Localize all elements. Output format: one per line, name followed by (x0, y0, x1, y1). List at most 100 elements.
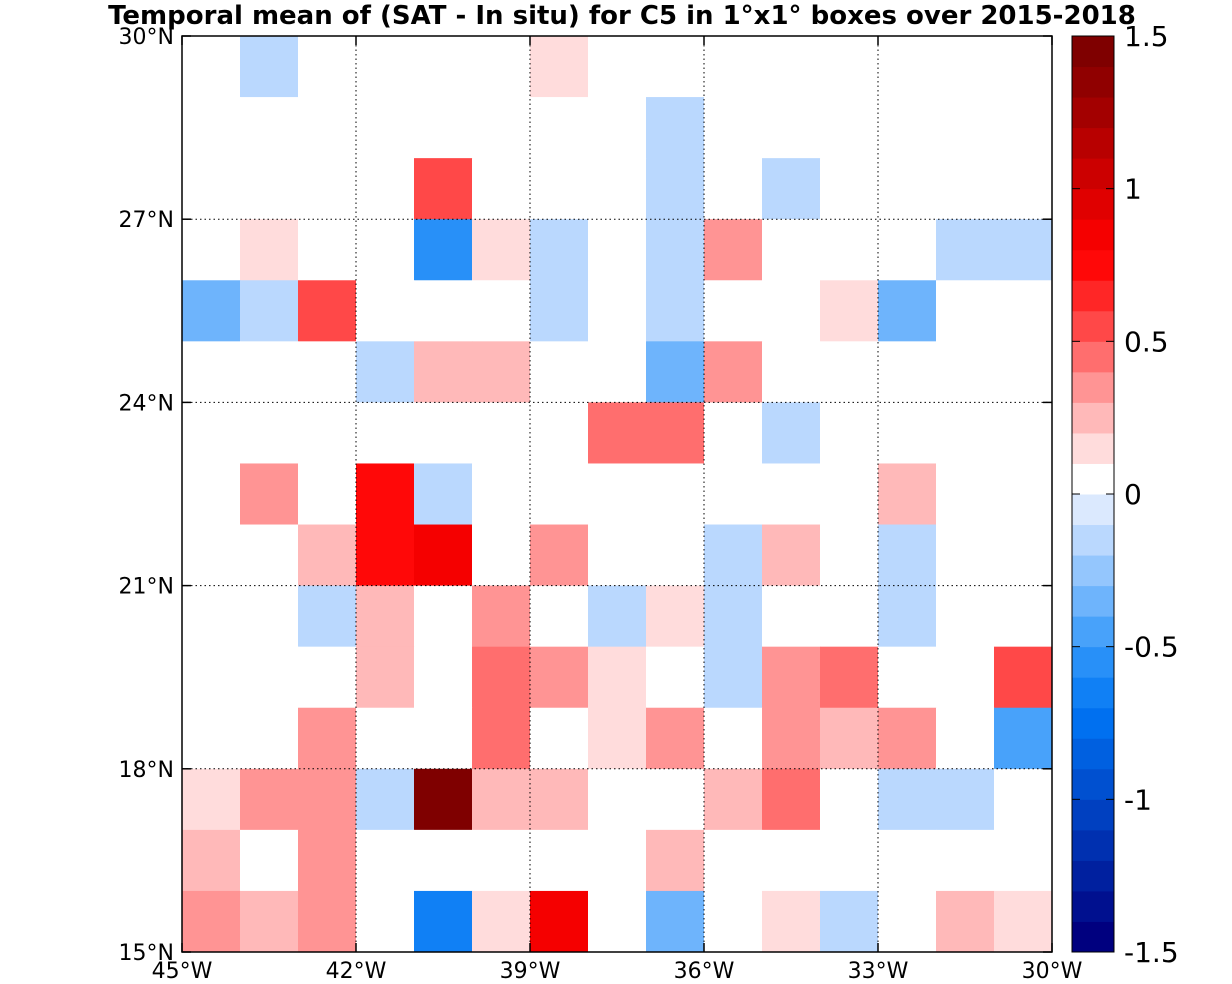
heatmap-cell (646, 36, 705, 98)
heatmap-cell (182, 280, 241, 342)
colorbar-tick-label: 1.5 (1124, 20, 1169, 53)
heatmap-cell (936, 280, 995, 342)
heatmap-cell (762, 97, 821, 159)
heatmap-cell (646, 524, 705, 586)
heatmap-cell (240, 158, 299, 220)
heatmap-cell (356, 890, 415, 953)
heatmap-cell (878, 524, 937, 586)
heatmap-cell (820, 463, 879, 525)
colorbar-tick-label: 0.5 (1124, 325, 1169, 358)
heatmap-cell (762, 768, 821, 831)
y-tick-label: 30°N (119, 25, 174, 50)
y-tick-label: 18°N (119, 758, 174, 783)
heatmap-cell (646, 219, 705, 281)
heatmap-cell (994, 524, 1053, 586)
heatmap-cell (530, 219, 589, 281)
heatmap-cell (936, 158, 995, 220)
heatmap-cell (356, 97, 415, 159)
heatmap-cell (414, 402, 473, 464)
heatmap-cell (356, 36, 415, 98)
colorbar-segment (1072, 555, 1114, 587)
heatmap-cell (762, 280, 821, 342)
colorbar-segment (1072, 768, 1114, 800)
heatmap-cell (704, 36, 763, 98)
heatmap-cell (820, 646, 879, 709)
colorbar-segment (1072, 585, 1114, 617)
heatmap-cell (240, 402, 299, 464)
colorbar-segment (1072, 616, 1114, 648)
heatmap-cell (182, 402, 241, 464)
heatmap-cell (414, 707, 473, 770)
colorbar-segment (1072, 280, 1114, 312)
heatmap-cell (820, 524, 879, 586)
heatmap-cell (298, 402, 357, 464)
heatmap-cell (182, 829, 241, 892)
heatmap-cell (298, 36, 357, 98)
heatmap-cell (414, 768, 473, 831)
heatmap-cell (588, 707, 647, 770)
heatmap-cell (878, 768, 937, 831)
heatmap-cell (414, 463, 473, 525)
heatmap-cell (588, 463, 647, 525)
heatmap-cell (704, 890, 763, 953)
heatmap-cell (936, 768, 995, 831)
heatmap-cell (588, 219, 647, 281)
heatmap-cell (588, 585, 647, 648)
heatmap-cell (298, 524, 357, 586)
x-tick-label: 39°W (500, 959, 561, 984)
heatmap-cell (820, 97, 879, 159)
heatmap-cell (820, 280, 879, 342)
heatmap-cell (298, 158, 357, 220)
heatmap-cell (530, 890, 589, 953)
heatmap-cell (298, 280, 357, 342)
colorbar-segment (1072, 524, 1114, 556)
heatmap-cell (472, 36, 531, 98)
colorbar-segment (1072, 402, 1114, 434)
heatmap-cell (530, 829, 589, 892)
heatmap-cell (414, 219, 473, 281)
heatmap-cell (936, 829, 995, 892)
heatmap-cell (762, 829, 821, 892)
heatmap-cell (646, 341, 705, 403)
heatmap-cell (704, 646, 763, 709)
heatmap-cell (530, 36, 589, 98)
colorbar-segment (1072, 738, 1114, 770)
heatmap-cell (356, 524, 415, 586)
heatmap-cell (588, 524, 647, 586)
heatmap-cell (820, 585, 879, 648)
heatmap-cell (820, 158, 879, 220)
heatmap-cell (356, 768, 415, 831)
heatmap-cell (356, 219, 415, 281)
chart-title: Temporal mean of (SAT - In situ) for C5 … (108, 1, 1136, 31)
heatmap-cell (820, 890, 879, 953)
colorbar-segment (1072, 921, 1114, 953)
heatmap-cell (182, 219, 241, 281)
heatmap-cell (530, 524, 589, 586)
heatmap-cell (994, 585, 1053, 648)
heatmap-cell (356, 463, 415, 525)
heatmap-cell (530, 768, 589, 831)
heatmap-cell (298, 829, 357, 892)
heatmap-cell (588, 341, 647, 403)
heatmap-cell (762, 707, 821, 770)
heatmap-cell (762, 890, 821, 953)
heatmap-cell (704, 158, 763, 220)
heatmap-cell (414, 36, 473, 98)
heatmap-cell (240, 280, 299, 342)
colorbar-segment (1072, 371, 1114, 403)
heatmap-cell (646, 585, 705, 648)
heatmap-cell (182, 36, 241, 98)
heatmap-cell (762, 341, 821, 403)
colorbar-segment (1072, 219, 1114, 251)
heatmap-cell (472, 646, 531, 709)
heatmap-cell (762, 646, 821, 709)
heatmap-cell (646, 97, 705, 159)
heatmap-cell (240, 341, 299, 403)
heatmap-cell (994, 646, 1053, 709)
heatmap-cell (936, 219, 995, 281)
heatmap-cell (240, 768, 299, 831)
heatmap-cell (240, 585, 299, 648)
heatmap-cell (994, 280, 1053, 342)
heatmap-cell (878, 219, 937, 281)
